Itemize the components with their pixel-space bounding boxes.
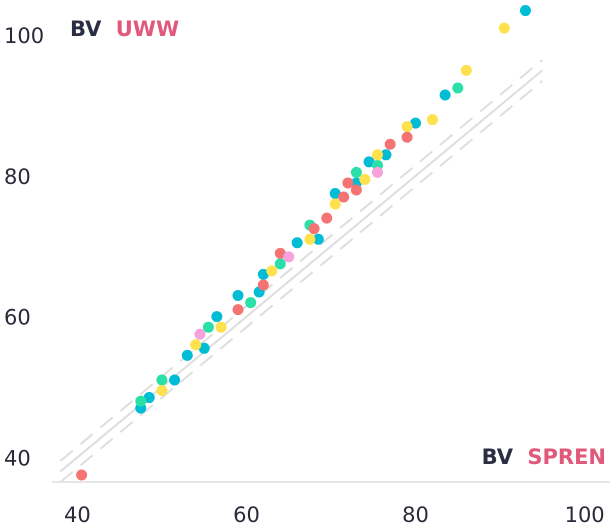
y-tick-label: 60	[4, 306, 31, 330]
data-point	[426, 114, 438, 126]
data-point	[169, 374, 181, 386]
x-tick-label: 80	[402, 503, 429, 527]
data-point	[198, 342, 210, 354]
x-tick-label: 100	[565, 503, 605, 527]
y-tick-label: 100	[4, 24, 44, 48]
x-tick-label: 60	[233, 503, 260, 527]
x-label-prefix: BV	[482, 445, 514, 469]
data-point	[266, 265, 278, 277]
y-tick-label: 80	[4, 165, 31, 189]
data-point	[304, 233, 316, 245]
y-label-accent: UWW	[116, 17, 179, 41]
y-label-prefix: BV	[70, 17, 102, 41]
data-point	[372, 166, 383, 178]
data-point	[274, 247, 286, 259]
reference-lines	[59, 59, 544, 483]
data-point	[519, 5, 531, 17]
x-label-accent: SPREN	[527, 445, 606, 469]
x-tick-label: 40	[64, 503, 91, 527]
data-point	[257, 279, 269, 291]
data-point	[308, 223, 320, 235]
y-tick-label: 40	[4, 446, 31, 470]
y-tick-labels: 40 60 80 100	[4, 24, 44, 470]
data-point	[329, 198, 341, 210]
data-point	[202, 321, 214, 333]
x-tick-labels: 40 60 80 100	[64, 503, 605, 527]
data-point	[380, 149, 392, 161]
data-point	[291, 237, 303, 249]
x-axis-corner-label: BV SPREN	[482, 445, 606, 469]
data-point	[143, 392, 155, 404]
data-point	[283, 251, 295, 263]
data-point	[232, 304, 244, 316]
data-point	[76, 469, 88, 481]
data-point	[338, 191, 350, 203]
data-point	[215, 321, 227, 333]
data-point	[194, 328, 206, 340]
data-point	[156, 385, 168, 397]
data-point	[372, 149, 383, 161]
data-point	[181, 349, 193, 361]
data-point	[274, 258, 286, 270]
data-point	[232, 290, 244, 302]
data-point	[498, 22, 510, 34]
data-point	[135, 395, 147, 407]
data-point	[384, 138, 396, 150]
data-point	[363, 156, 375, 168]
data-point	[211, 311, 223, 323]
data-point	[156, 374, 168, 386]
data-point	[329, 188, 341, 200]
reference-line-1	[59, 69, 544, 473]
data-point	[321, 212, 333, 224]
data-point	[410, 117, 422, 129]
reference-line-2	[59, 59, 544, 462]
data-point	[401, 131, 413, 143]
data-point	[460, 64, 472, 76]
data-point	[257, 268, 269, 280]
data-point	[439, 89, 451, 101]
data-point	[359, 173, 371, 185]
data-point	[350, 166, 362, 178]
data-point	[401, 121, 413, 133]
data-point	[350, 184, 362, 196]
data-point	[245, 297, 257, 309]
data-point	[190, 339, 202, 351]
data-point	[452, 82, 464, 94]
data-points	[76, 5, 531, 481]
reference-line-3	[59, 80, 544, 483]
y-axis-corner-label: BV UWW	[70, 17, 179, 41]
data-point	[342, 177, 354, 189]
data-point	[312, 233, 324, 245]
